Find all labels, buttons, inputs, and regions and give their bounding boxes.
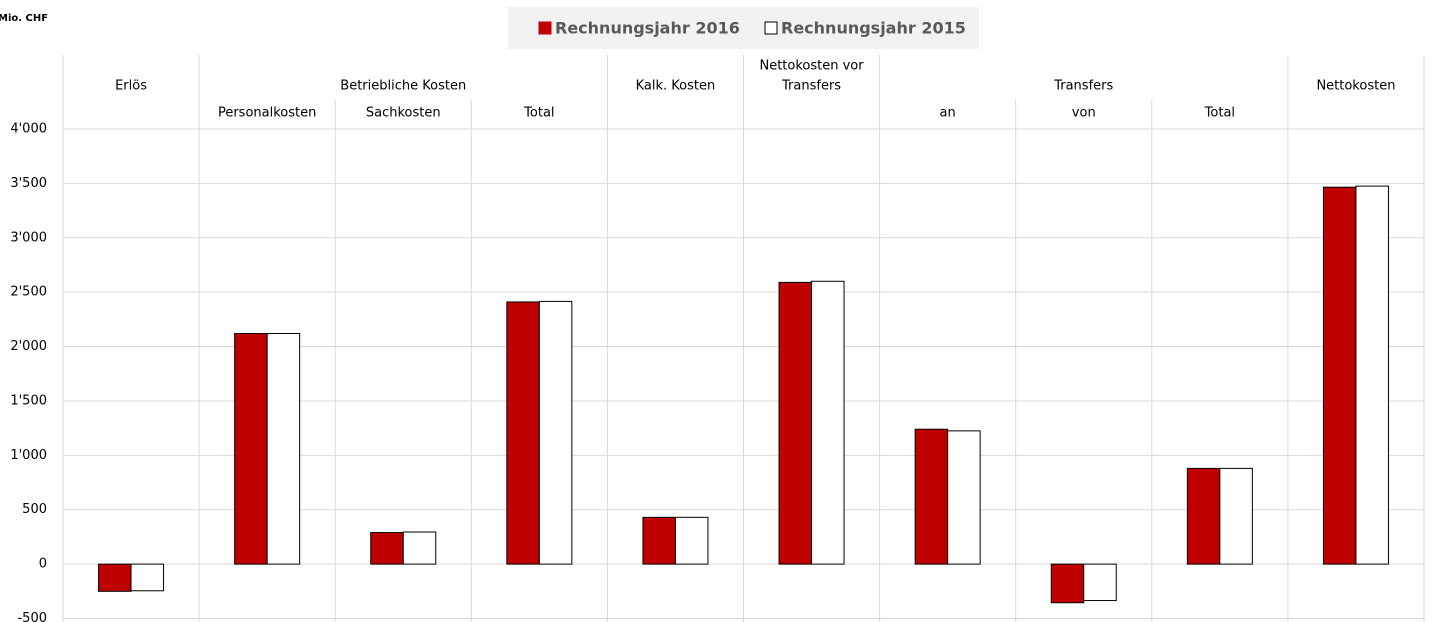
bar — [506, 301, 540, 565]
bar — [1050, 563, 1085, 604]
group-label: Erlös — [115, 79, 147, 94]
legend-label: Rechnungsjahr 2016 — [555, 19, 740, 38]
bar — [811, 280, 845, 565]
y-tick-label: -500 — [17, 611, 47, 622]
y-tick-label: 1'000 — [10, 448, 47, 463]
bar — [674, 516, 709, 565]
x-tick-label: Personalkosten — [218, 106, 316, 121]
bar — [1355, 185, 1389, 565]
y-tick-label: 2'000 — [10, 339, 47, 354]
bar — [266, 333, 301, 565]
bar — [130, 563, 165, 592]
y-tick-label: 1'500 — [10, 393, 47, 408]
bar — [234, 333, 268, 565]
bar — [1322, 186, 1357, 565]
unit-label: Mio. CHF — [0, 13, 48, 24]
legend-label: Rechnungsjahr 2015 — [781, 19, 966, 38]
y-tick-label: 3'500 — [10, 176, 47, 191]
bar — [538, 300, 573, 565]
y-tick-label: 500 — [22, 502, 47, 517]
bar — [642, 516, 676, 565]
bar — [370, 532, 404, 565]
group-label: Nettokosten — [1316, 79, 1395, 94]
y-tick-label: 2'500 — [10, 285, 47, 300]
bar — [778, 281, 813, 565]
legend-box — [508, 7, 979, 49]
y-tick-label: 3'000 — [10, 230, 47, 245]
bar — [914, 428, 949, 565]
group-label: Kalk. Kosten — [636, 79, 716, 94]
legend-swatch — [764, 21, 778, 35]
group-label: Betriebliche Kosten — [340, 79, 466, 94]
bar — [1186, 467, 1221, 565]
y-tick-label: 4'000 — [10, 122, 47, 137]
bar — [402, 531, 437, 565]
group-label: Transfers — [781, 79, 841, 94]
group-label: Nettokosten vor — [759, 59, 864, 74]
x-tick-label: Total — [523, 106, 554, 121]
group-label: Transfers — [1053, 79, 1113, 94]
y-tick-label: 0 — [39, 557, 47, 572]
x-tick-label: Sachkosten — [366, 106, 441, 121]
legend-swatch — [538, 21, 552, 35]
x-tick-label: an — [940, 106, 956, 121]
x-tick-label: von — [1072, 106, 1096, 121]
x-tick-label: Total — [1204, 106, 1235, 121]
bar — [1219, 467, 1253, 565]
bar — [1083, 563, 1117, 602]
bar — [947, 430, 981, 565]
bar — [98, 563, 132, 592]
